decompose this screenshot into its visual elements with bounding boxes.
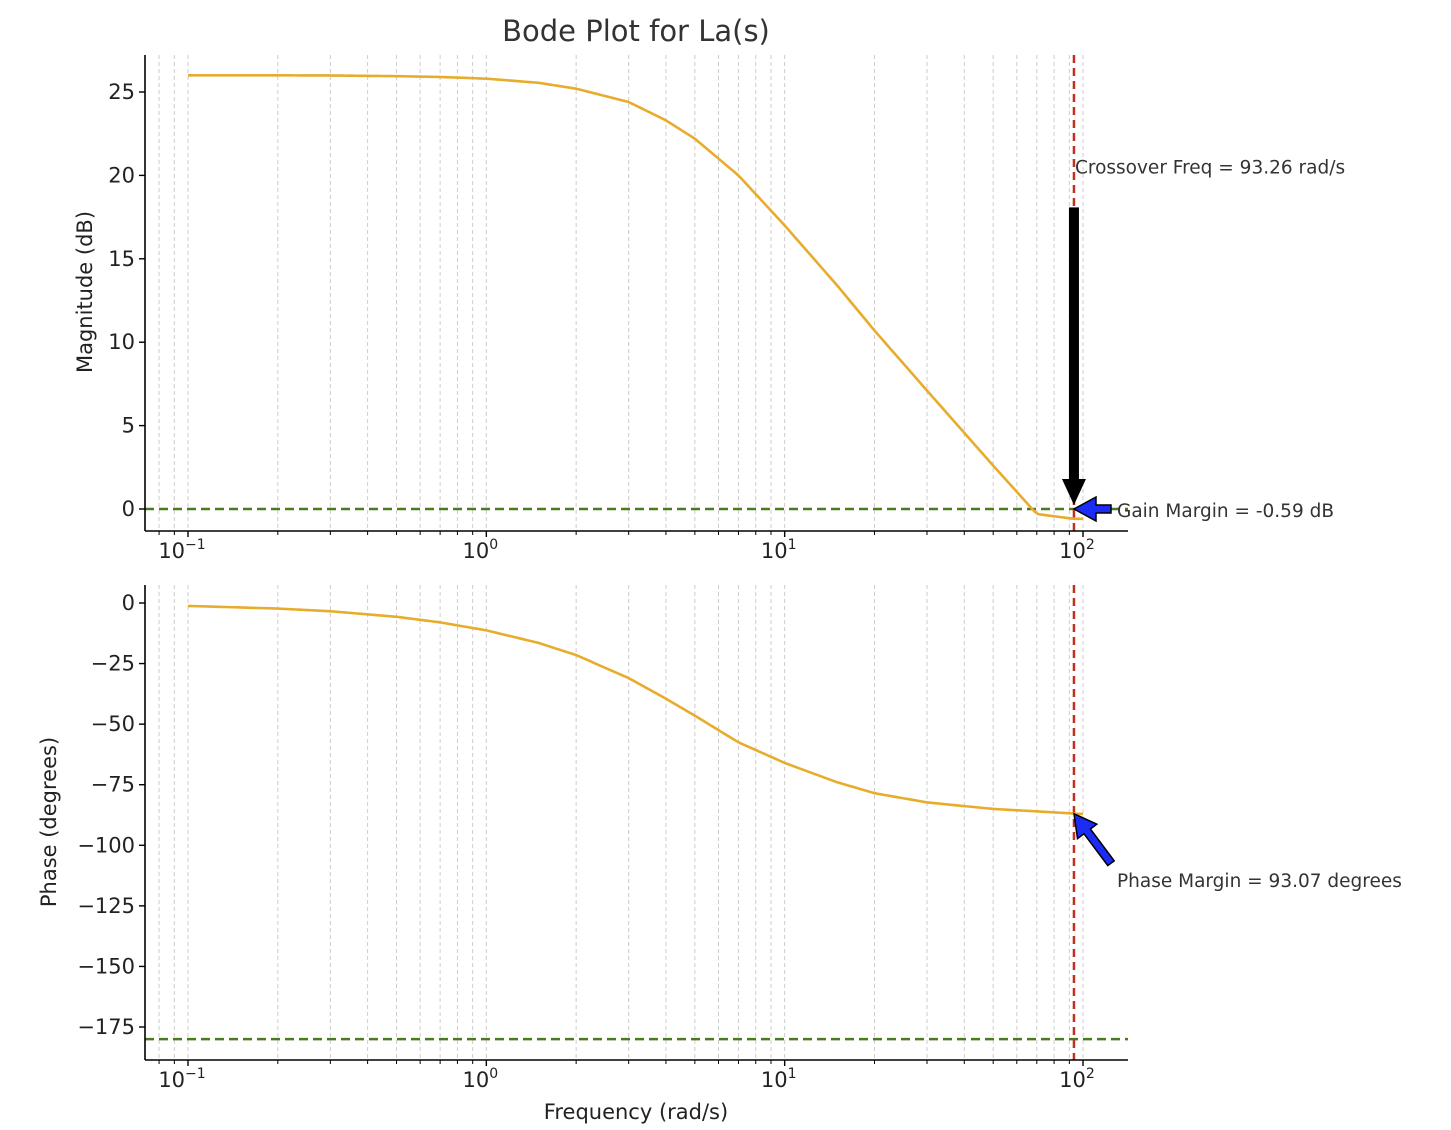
y-tick-label: 0: [122, 591, 135, 615]
x-tick-label: 102: [1059, 537, 1095, 563]
y-tick-label: 0: [122, 497, 135, 521]
phase-curve: [187, 604, 1084, 816]
margin-arrow: [1072, 495, 1112, 523]
x-tick-label: 10−1: [158, 1066, 205, 1092]
y-tick-label: 5: [122, 414, 135, 438]
phase-grid: [158, 585, 1084, 1060]
y-tick-label: 10: [108, 330, 135, 354]
phase-annotations: Phase Margin = 93.07 degrees: [1073, 812, 1402, 892]
magnitude-curve: [188, 74, 1083, 521]
phase-axes: [144, 585, 1128, 1061]
y-tick-label: −75: [91, 773, 135, 797]
phase-x-ticks: 10−1 100 101 102: [158, 1060, 1095, 1092]
phase-y-axis-label: Phase (degrees): [37, 737, 61, 907]
y-tick-label: 25: [108, 80, 135, 104]
y-tick-label: −25: [91, 652, 135, 676]
margin-arrow: [1073, 812, 1116, 867]
magnitude-annotations: Crossover Freq = 93.26 rad/s Gain Margin …: [1061, 157, 1345, 523]
x-tick-label: 101: [761, 537, 797, 563]
x-tick-label: 100: [463, 1066, 499, 1092]
annotation-text: Crossover Freq = 93.26 rad/s: [1075, 157, 1345, 178]
phase-y-ticks: 0 −25 −50 −75 −100 −125 −150 −175: [77, 591, 145, 1039]
y-tick-label: 15: [108, 247, 135, 271]
y-tick-label: −100: [77, 833, 135, 857]
x-tick-label: 101: [761, 1066, 797, 1092]
y-tick-label: −150: [77, 954, 135, 978]
crossover-arrow: [1068, 207, 1079, 479]
magnitude-grid: [158, 55, 1084, 531]
x-tick-label: 10−1: [158, 537, 205, 563]
series-line: [188, 74, 1083, 521]
series-line: [187, 604, 1084, 816]
x-axis-label: Frequency (rad/s): [544, 1100, 728, 1124]
magnitude-x-ticks: 10−1 100 101 102: [158, 531, 1095, 563]
magnitude-y-ticks: 0 5 10 15 20 25: [108, 80, 145, 521]
annotation-text: Gain Margin = -0.59 dB: [1117, 501, 1334, 522]
magnitude-axes: [144, 55, 1128, 532]
y-tick-label: −50: [91, 712, 135, 736]
phase-panel: 0 −25 −50 −75 −100 −125 −150 −175 10−1 100 101 102…: [37, 585, 1402, 1092]
y-tick-label: 20: [108, 163, 135, 187]
chart-title: Bode Plot for La(s): [502, 14, 770, 48]
x-tick-label: 102: [1059, 1066, 1095, 1092]
magnitude-y-axis-label: Magnitude (dB): [73, 211, 97, 373]
y-tick-label: −175: [77, 1015, 135, 1039]
annotation-text: Phase Margin = 93.07 degrees: [1117, 871, 1402, 892]
y-tick-label: −125: [77, 894, 135, 918]
crossover-arrow-head: [1061, 479, 1086, 505]
x-tick-label: 100: [463, 537, 499, 563]
